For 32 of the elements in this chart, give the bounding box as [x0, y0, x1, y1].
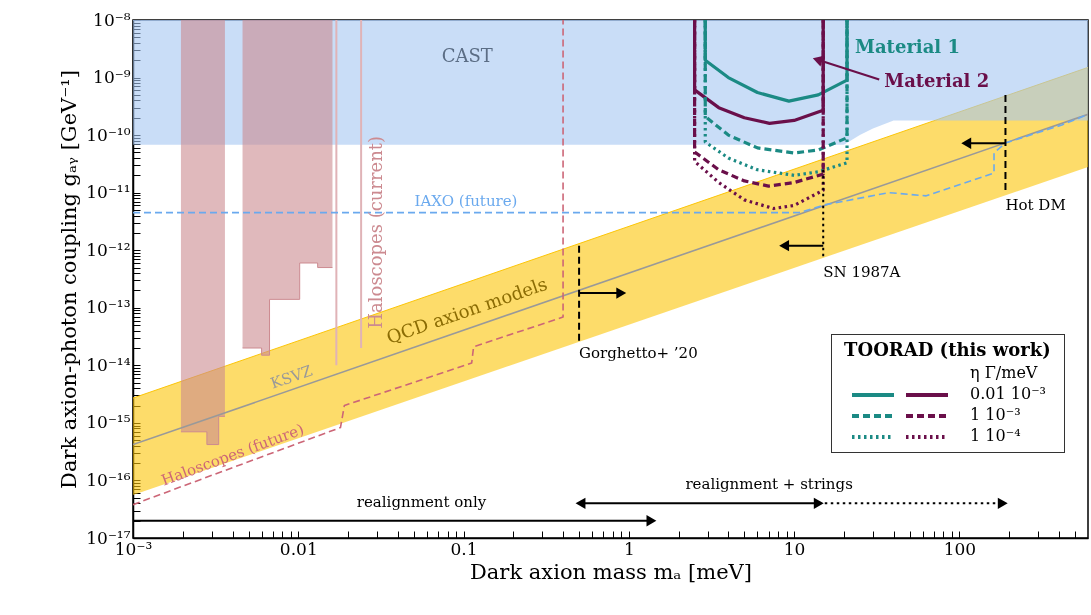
annotation: Hot DM	[1005, 195, 1066, 214]
annotation: Material 2	[884, 69, 990, 91]
legend-title: TOORAD (this work)	[844, 339, 1052, 360]
y-tick-label: 10⁻¹¹	[86, 182, 131, 203]
x-axis-title: Dark axion mass mₐ [meV]	[470, 559, 752, 584]
legend-label: 1 10⁻⁴	[969, 425, 1022, 446]
x-tick-label: 1	[623, 538, 635, 559]
y-axis-title: Dark axion-photon coupling gₐᵧ [GeV⁻¹]	[57, 70, 82, 489]
y-tick-label: 10⁻¹⁰	[86, 124, 131, 145]
legend-label: 0.01 10⁻³	[969, 383, 1047, 404]
annotation: realignment only	[356, 492, 487, 511]
annotation: realignment + strings	[685, 475, 853, 494]
series-label: CAST	[441, 45, 493, 67]
text: KSVZ	[268, 361, 315, 393]
y-tick-label: 10⁻¹⁴	[86, 354, 131, 375]
annotation: SN 1987A	[823, 262, 901, 281]
annotation: Material 1	[855, 36, 960, 58]
y-tick-label: 10⁻⁹	[93, 67, 131, 88]
y-tick-label: 10⁻¹²	[86, 239, 131, 260]
legend-label: 1 10⁻³	[969, 404, 1022, 425]
annotation: η Γ/meV	[969, 362, 1039, 383]
y-tick-label: 10⁻⁸	[93, 9, 131, 30]
y-tick-label: 10⁻¹⁶	[86, 469, 131, 490]
y-tick-label: 10⁻¹⁵	[86, 412, 131, 433]
x-tick-label: 100	[943, 538, 977, 559]
x-tick-label: 10	[783, 538, 806, 559]
x-tick-label: 0.01	[279, 538, 318, 559]
series-label: IAXO (future)	[414, 191, 518, 210]
y-tick-label: 10⁻¹³	[86, 297, 131, 318]
annotation: Gorghetto+ ’20	[579, 344, 698, 363]
x-tick-label: 0.1	[450, 538, 478, 559]
text: Haloscopes (current)	[365, 135, 387, 329]
